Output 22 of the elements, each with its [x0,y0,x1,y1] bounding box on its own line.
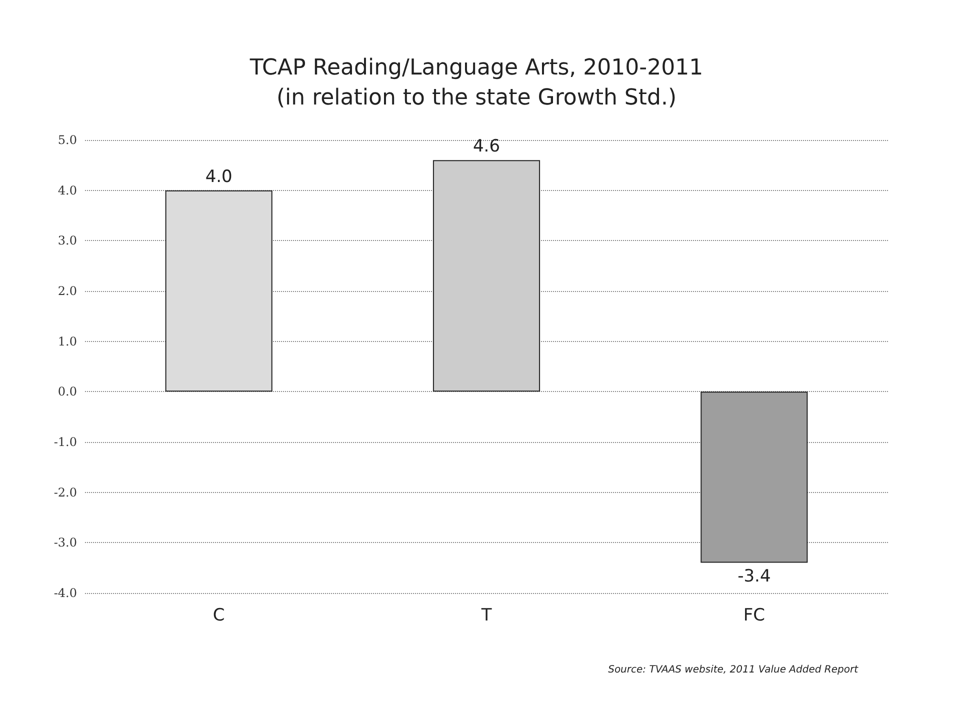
source-note: Source: TVAAS website, 2011 Value Added Report [608,664,860,676]
data-label: 4.6 [472,136,500,157]
x-tick-label: C [212,606,225,626]
chart-subtitle: (in relation to the state Growth Std.) [276,86,677,110]
data-label: 4.0 [205,166,232,187]
bar [165,190,272,392]
y-tick-label: 5.0 [58,133,77,147]
data-label: -3.4 [738,566,771,586]
y-tick-label: -4.0 [54,586,77,600]
y-tick-label: 3.0 [58,234,77,248]
x-tick-label: FC [743,606,765,626]
y-tick-label: -3.0 [54,536,77,550]
bar [700,392,808,563]
x-tick-label: T [480,606,492,626]
y-tick-label: -2.0 [54,485,77,500]
chart-title: TCAP Reading/Language Arts, 2010-2011 [248,56,704,80]
y-tick-label: 1.0 [58,334,77,348]
bar [432,160,540,392]
y-tick-label: 0.0 [58,384,77,399]
y-tick-label: -1.0 [54,435,77,449]
y-tick-label: 4.0 [58,183,77,198]
y-tick-label: 2.0 [58,284,77,298]
